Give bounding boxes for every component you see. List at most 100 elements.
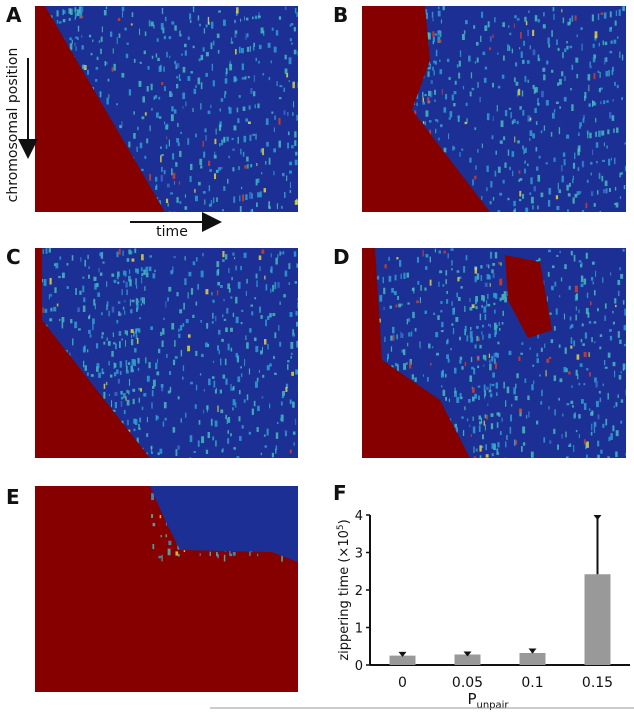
speck: [445, 279, 447, 285]
speck: [246, 394, 249, 401]
speck: [99, 272, 103, 276]
speck: [486, 274, 490, 280]
speck: [424, 310, 427, 315]
speck: [143, 393, 147, 397]
speck: [568, 285, 571, 290]
speck: [587, 312, 590, 318]
speck: [432, 36, 435, 42]
speck: [546, 60, 549, 65]
speck: [614, 370, 616, 378]
speck: [453, 91, 457, 95]
speck: [275, 445, 278, 450]
speck: [193, 450, 196, 454]
speck: [477, 385, 481, 388]
speck: [511, 404, 513, 407]
speck: [146, 138, 149, 144]
speck: [563, 159, 566, 166]
red-blob: [505, 255, 552, 338]
speck: [483, 394, 486, 399]
speck: [540, 347, 543, 352]
speck: [200, 54, 204, 61]
speck: [610, 157, 612, 161]
speck: [255, 273, 258, 279]
speck: [465, 20, 468, 25]
speck: [464, 325, 467, 332]
speck: [605, 188, 608, 194]
speck: [529, 138, 531, 141]
speck: [222, 251, 225, 258]
speck: [486, 165, 489, 172]
speck: [296, 12, 298, 17]
speck: [488, 353, 491, 359]
speck: [172, 266, 174, 274]
speck: [133, 111, 135, 115]
speck: [134, 248, 137, 254]
speck: [241, 373, 243, 378]
speck: [596, 190, 599, 195]
speck: [238, 389, 241, 395]
speck: [496, 422, 499, 428]
speck: [292, 112, 294, 116]
speck: [163, 35, 167, 40]
speck: [436, 352, 440, 356]
speck: [168, 36, 172, 40]
speck: [179, 150, 182, 158]
speck: [558, 344, 561, 348]
x-tick-label: 0.15: [582, 675, 613, 691]
speck: [153, 96, 156, 100]
speck: [217, 268, 220, 275]
speck: [516, 90, 519, 97]
speck: [232, 407, 234, 411]
speck: [235, 11, 238, 16]
speck: [281, 555, 283, 562]
speck: [577, 374, 579, 380]
speck: [94, 303, 96, 310]
speck: [199, 23, 201, 27]
speck: [416, 300, 419, 304]
speck: [474, 61, 477, 64]
speck: [483, 384, 486, 392]
speck: [112, 332, 114, 338]
speck: [592, 149, 594, 156]
speck: [119, 341, 121, 348]
speck: [141, 254, 144, 261]
speck: [425, 12, 429, 20]
speck: [614, 203, 617, 206]
speck: [600, 101, 602, 105]
speck: [594, 102, 597, 106]
speck: [179, 201, 182, 204]
speck: [482, 334, 484, 340]
speck: [519, 408, 522, 413]
speck: [216, 290, 219, 296]
speck: [458, 276, 462, 279]
speck: [434, 119, 437, 122]
speck: [594, 377, 597, 383]
speck: [445, 396, 448, 401]
speck: [236, 356, 239, 363]
speck: [80, 257, 82, 262]
speck: [474, 393, 477, 399]
speck: [189, 435, 193, 443]
speck: [552, 7, 555, 12]
speck: [524, 168, 526, 174]
speck: [435, 128, 437, 134]
speck: [217, 345, 219, 351]
speck: [577, 148, 580, 156]
speck: [155, 414, 157, 421]
speck: [202, 252, 204, 257]
speck: [440, 19, 442, 24]
speck: [156, 184, 158, 189]
speck: [595, 142, 599, 148]
speck: [180, 418, 182, 423]
speck: [602, 189, 606, 194]
speck: [555, 195, 559, 200]
speck: [135, 328, 137, 335]
speck: [485, 444, 488, 451]
speck: [138, 423, 140, 430]
speck: [273, 46, 277, 53]
speck: [240, 47, 244, 54]
speck: [452, 146, 456, 150]
speck: [195, 85, 197, 88]
